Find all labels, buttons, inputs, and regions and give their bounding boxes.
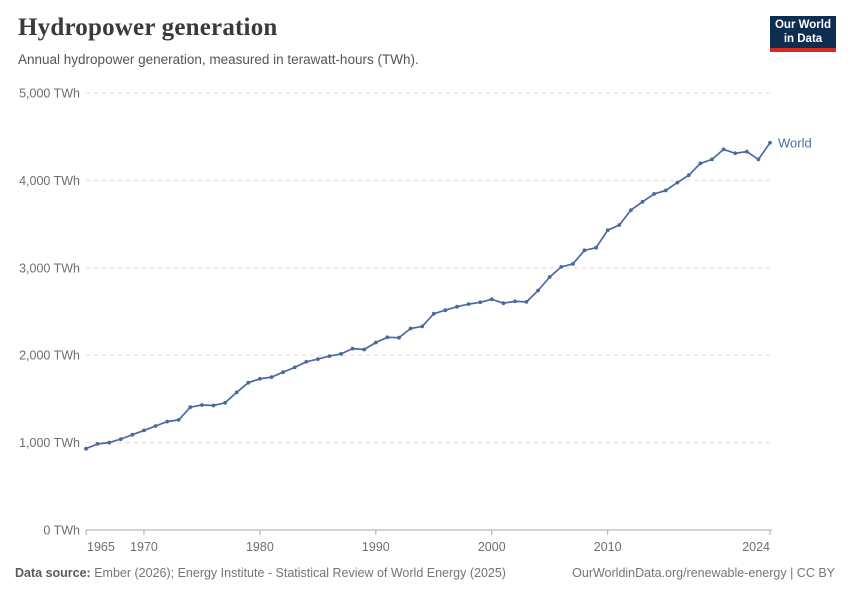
data-point-marker[interactable] bbox=[617, 223, 622, 227]
data-point-marker[interactable] bbox=[153, 424, 158, 428]
data-point-marker[interactable] bbox=[373, 340, 378, 345]
data-point-marker[interactable] bbox=[547, 275, 552, 279]
data-point-marker[interactable] bbox=[84, 446, 88, 451]
data-point-marker[interactable] bbox=[524, 300, 529, 304]
owid-logo[interactable]: Our World in Data bbox=[770, 16, 836, 52]
y-axis-tick-label: 0 TWh bbox=[43, 524, 80, 538]
data-point-marker[interactable] bbox=[466, 302, 471, 306]
data-point-marker[interactable] bbox=[698, 161, 703, 166]
data-point-marker[interactable] bbox=[652, 192, 656, 196]
owid-logo-line2: in Data bbox=[783, 33, 823, 45]
data-point-marker[interactable] bbox=[107, 440, 112, 445]
data-point-marker[interactable] bbox=[316, 357, 320, 361]
data-point-marker[interactable] bbox=[362, 347, 367, 352]
data-point-marker[interactable] bbox=[489, 297, 494, 302]
data-point-marker[interactable] bbox=[594, 245, 598, 250]
data-point-marker[interactable] bbox=[420, 324, 425, 329]
y-axis-tick-label: 5,000 TWh bbox=[19, 87, 80, 101]
data-point-marker[interactable] bbox=[292, 365, 297, 370]
data-point-marker[interactable] bbox=[710, 157, 714, 162]
data-point-marker[interactable] bbox=[304, 359, 309, 364]
data-point-marker[interactable] bbox=[663, 188, 668, 193]
data-point-marker[interactable] bbox=[756, 157, 761, 162]
series-label-world[interactable]: World bbox=[778, 135, 812, 150]
data-point-marker[interactable] bbox=[455, 304, 459, 309]
data-point-marker[interactable] bbox=[211, 403, 216, 408]
page-title: Hydropower generation bbox=[18, 14, 278, 41]
y-axis-tick-label: 2,000 TWh bbox=[19, 349, 80, 363]
data-point-marker[interactable] bbox=[350, 346, 355, 351]
y-axis-tick-label: 4,000 TWh bbox=[19, 174, 80, 188]
data-point-marker[interactable] bbox=[768, 140, 772, 145]
data-point-marker[interactable] bbox=[408, 326, 413, 331]
x-axis-tick-label: 2000 bbox=[478, 540, 506, 554]
data-point-marker[interactable] bbox=[629, 208, 633, 213]
x-axis-edge-label-start: 1965 bbox=[87, 540, 115, 554]
data-point-marker[interactable] bbox=[640, 199, 645, 204]
data-point-marker[interactable] bbox=[733, 151, 738, 156]
data-point-marker[interactable] bbox=[327, 354, 332, 358]
chart-subtitle: Annual hydropower generation, measured i… bbox=[18, 52, 419, 67]
data-point-marker[interactable] bbox=[165, 419, 170, 424]
data-point-marker[interactable] bbox=[200, 403, 204, 407]
data-point-marker[interactable] bbox=[281, 370, 285, 375]
data-point-marker[interactable] bbox=[118, 437, 123, 441]
data-point-marker[interactable] bbox=[744, 149, 749, 154]
data-point-marker[interactable] bbox=[675, 180, 680, 185]
data-point-marker[interactable] bbox=[397, 335, 401, 340]
chart-footer: Data source: Ember (2026); Energy Instit… bbox=[0, 566, 850, 580]
data-point-marker[interactable] bbox=[339, 352, 343, 356]
data-point-marker[interactable] bbox=[559, 265, 564, 269]
data-point-marker[interactable] bbox=[246, 380, 251, 385]
data-point-marker[interactable] bbox=[223, 400, 228, 405]
data-point-marker[interactable] bbox=[176, 418, 181, 422]
data-point-marker[interactable] bbox=[431, 311, 436, 316]
data-point-marker[interactable] bbox=[269, 375, 274, 379]
x-axis-tick-label: 2010 bbox=[594, 540, 622, 554]
x-axis-tick-label: 1980 bbox=[246, 540, 274, 554]
data-point-marker[interactable] bbox=[258, 376, 262, 381]
data-point-marker[interactable] bbox=[582, 248, 587, 253]
data-point-marker[interactable] bbox=[721, 147, 726, 152]
owid-logo-line1: Our World bbox=[774, 18, 831, 31]
data-point-marker[interactable] bbox=[478, 300, 483, 305]
data-point-marker[interactable] bbox=[95, 442, 100, 446]
data-source-label: Data source: bbox=[15, 566, 91, 580]
data-point-marker[interactable] bbox=[234, 390, 239, 395]
data-point-marker[interactable] bbox=[513, 299, 517, 304]
data-point-marker[interactable] bbox=[142, 428, 146, 433]
data-point-marker[interactable] bbox=[443, 308, 448, 313]
y-axis-tick-label: 1,000 TWh bbox=[19, 436, 80, 450]
data-point-marker[interactable] bbox=[188, 405, 193, 410]
data-point-marker[interactable] bbox=[130, 432, 135, 437]
data-source-note: Data source: Ember (2026); Energy Instit… bbox=[15, 566, 506, 580]
data-point-marker[interactable] bbox=[686, 173, 691, 178]
x-axis-tick-label: 1990 bbox=[362, 540, 390, 554]
y-axis-tick-label: 3,000 TWh bbox=[19, 261, 80, 275]
series-line-world[interactable] bbox=[85, 141, 771, 450]
x-axis-edge-label-end: 2024 bbox=[742, 540, 770, 554]
data-point-marker[interactable] bbox=[605, 228, 610, 233]
owid-url-link[interactable]: OurWorldinData.org/renewable-energy | CC… bbox=[572, 566, 835, 580]
data-point-marker[interactable] bbox=[501, 301, 506, 306]
data-point-marker[interactable] bbox=[571, 262, 575, 266]
x-axis-tick-label: 1970 bbox=[130, 540, 158, 554]
data-source-text: Ember (2026); Energy Institute - Statist… bbox=[90, 566, 506, 580]
data-point-marker[interactable] bbox=[385, 335, 390, 340]
data-point-marker[interactable] bbox=[536, 288, 540, 293]
